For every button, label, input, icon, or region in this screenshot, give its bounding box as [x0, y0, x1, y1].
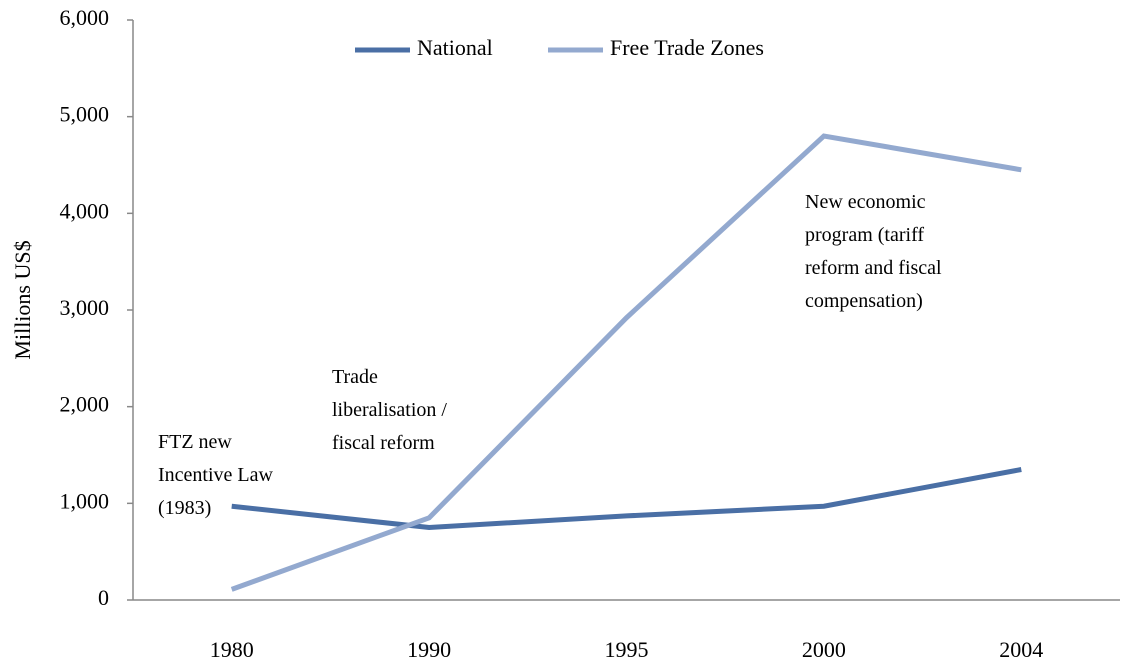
line-series: [230, 133, 1022, 592]
y-tick-label: 0: [98, 585, 109, 610]
line-series: [231, 467, 1022, 531]
annotation: New economic program (tariff reform and fi…: [805, 191, 942, 312]
x-tick-label: 1980: [210, 637, 254, 662]
legend-label: Free Trade Zones: [610, 35, 764, 60]
x-tick-label: 1995: [605, 637, 649, 662]
annotation-line: fiscal reform: [332, 432, 435, 454]
annotation-line: FTZ new: [158, 431, 232, 453]
annotation-line: program (tariff: [805, 224, 924, 246]
annotation: FTZ new Incentive Law (1983): [158, 431, 273, 519]
legend-label: National: [417, 35, 493, 60]
y-tick-label: 5,000: [60, 102, 110, 127]
annotation-line: compensation): [805, 290, 923, 312]
y-tick-label: 6,000: [60, 5, 110, 30]
annotation-line: New economic: [805, 191, 926, 213]
annotation-line: (1983): [158, 497, 211, 519]
y-tick-label: 2,000: [60, 392, 110, 417]
y-tick-label: 4,000: [60, 198, 110, 223]
x-tick-label: 2004: [999, 637, 1043, 662]
x-tick-label: 2000: [802, 637, 846, 662]
annotation-line: liberalisation /: [332, 399, 447, 421]
x-tick-label: 1990: [407, 637, 451, 662]
annotation-line: Incentive Law: [158, 464, 273, 486]
y-tick-label: 3,000: [60, 295, 110, 320]
y-tick-label: 1,000: [60, 488, 110, 513]
annotation-line: Trade: [332, 366, 378, 388]
y-axis-label: Millions US$: [10, 240, 35, 359]
annotation: Trade liberalisation / fiscal reform: [332, 366, 447, 454]
annotation-line: reform and fiscal: [805, 257, 942, 279]
